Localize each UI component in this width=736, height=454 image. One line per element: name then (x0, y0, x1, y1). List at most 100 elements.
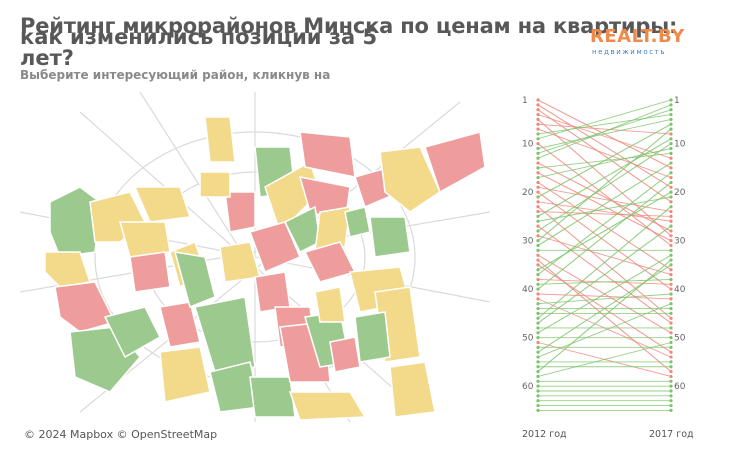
rank-point[interactable] (669, 311, 673, 315)
rank-change-line[interactable] (537, 196, 672, 222)
rank-change-line[interactable] (537, 99, 672, 140)
rank-point[interactable] (669, 195, 673, 199)
rank-point[interactable] (536, 258, 540, 262)
rank-change-line[interactable] (537, 259, 672, 373)
rank-point[interactable] (536, 205, 540, 209)
district-region[interactable] (389, 361, 436, 418)
rank-point[interactable] (536, 171, 540, 175)
rank-change-line[interactable] (537, 303, 672, 358)
rank-point[interactable] (536, 302, 540, 306)
rank-point[interactable] (536, 248, 540, 252)
rank-point[interactable] (669, 151, 673, 155)
district-region[interactable] (204, 116, 236, 163)
district-region[interactable] (199, 171, 231, 198)
rank-point[interactable] (536, 374, 540, 379)
rank-point[interactable] (669, 98, 673, 102)
district-region[interactable] (329, 336, 361, 373)
rank-point[interactable] (536, 156, 540, 160)
rank-change-line[interactable] (537, 114, 672, 135)
rank-change-line[interactable] (537, 235, 672, 276)
rank-change-line[interactable] (537, 162, 672, 232)
rank-change-line[interactable] (537, 293, 672, 300)
rank-point[interactable] (669, 108, 673, 112)
rank-point[interactable] (669, 117, 673, 121)
rank-point[interactable] (669, 161, 673, 165)
rank-point[interactable] (536, 394, 540, 398)
rank-point[interactable] (536, 365, 540, 369)
rank-point[interactable] (669, 180, 673, 185)
rank-point[interactable] (536, 268, 540, 272)
rank-change-line[interactable] (537, 104, 672, 188)
rank-point[interactable] (669, 331, 673, 335)
rank-point[interactable] (536, 209, 540, 214)
rank-point[interactable] (536, 161, 540, 165)
district-region[interactable] (159, 346, 211, 403)
rank-point[interactable] (536, 185, 540, 189)
rank-point[interactable] (669, 355, 673, 359)
rank-point[interactable] (536, 282, 540, 286)
rank-change-line[interactable] (537, 118, 672, 149)
district-map[interactable] (20, 92, 490, 422)
rank-change-line[interactable] (537, 123, 672, 135)
rank-point[interactable] (669, 360, 673, 364)
rank-point[interactable] (669, 190, 673, 194)
rank-point[interactable] (669, 403, 673, 408)
rank-point[interactable] (536, 336, 540, 340)
rank-point[interactable] (669, 132, 673, 136)
rank-change-line[interactable] (537, 191, 672, 290)
district-region[interactable] (254, 271, 291, 313)
rank-point[interactable] (669, 219, 673, 223)
rank-point[interactable] (669, 103, 673, 107)
rank-change-line[interactable] (537, 172, 672, 242)
rank-slope-chart[interactable]: 1 1 10 10 20 20 30 30 40 40 50 50 60 60 (515, 92, 715, 412)
rank-point[interactable] (669, 127, 673, 131)
rank-change-line[interactable] (537, 143, 672, 232)
district-region[interactable] (103, 306, 161, 359)
district-region[interactable] (314, 206, 351, 253)
rank-point[interactable] (669, 176, 673, 180)
rank-point[interactable] (536, 176, 540, 180)
rank-change-line[interactable] (537, 148, 672, 179)
rank-point[interactable] (536, 273, 540, 277)
rank-point[interactable] (536, 384, 540, 388)
rank-point[interactable] (536, 350, 540, 354)
rank-point[interactable] (536, 340, 540, 345)
district-region[interactable] (303, 241, 357, 283)
rank-change-line[interactable] (537, 293, 672, 305)
rank-change-line[interactable] (537, 206, 672, 319)
rank-point[interactable] (536, 321, 540, 325)
district-region[interactable] (354, 311, 391, 363)
rank-point[interactable] (536, 263, 540, 267)
rank-point[interactable] (669, 263, 673, 267)
rank-point[interactable] (536, 297, 540, 301)
rank-point[interactable] (669, 166, 673, 170)
rank-change-line[interactable] (537, 211, 672, 217)
rank-change-line[interactable] (537, 264, 672, 353)
rank-point[interactable] (536, 311, 540, 315)
rank-point[interactable] (536, 127, 540, 131)
rank-point[interactable] (669, 253, 673, 257)
rank-change-line[interactable] (537, 104, 672, 159)
rank-point[interactable] (536, 389, 540, 393)
rank-change-line[interactable] (537, 181, 672, 271)
rank-point[interactable] (536, 253, 540, 257)
rank-point[interactable] (669, 243, 673, 248)
district-region[interactable] (129, 251, 171, 293)
rank-lines[interactable] (536, 98, 673, 412)
district-region[interactable] (369, 216, 411, 258)
district-region[interactable] (219, 241, 261, 283)
rank-point[interactable] (536, 360, 540, 364)
rank-change-line[interactable] (537, 138, 672, 217)
rank-point[interactable] (536, 331, 540, 335)
district-region[interactable] (194, 296, 256, 373)
rank-point[interactable] (669, 292, 673, 296)
rank-point[interactable] (536, 379, 540, 383)
rank-point[interactable] (669, 229, 673, 233)
rank-point[interactable] (536, 316, 540, 320)
rank-point[interactable] (669, 306, 673, 311)
rank-point[interactable] (669, 185, 673, 189)
rank-change-line[interactable] (537, 182, 672, 290)
rank-point[interactable] (536, 224, 540, 228)
rank-point[interactable] (536, 355, 540, 359)
rank-change-line[interactable] (537, 172, 672, 276)
